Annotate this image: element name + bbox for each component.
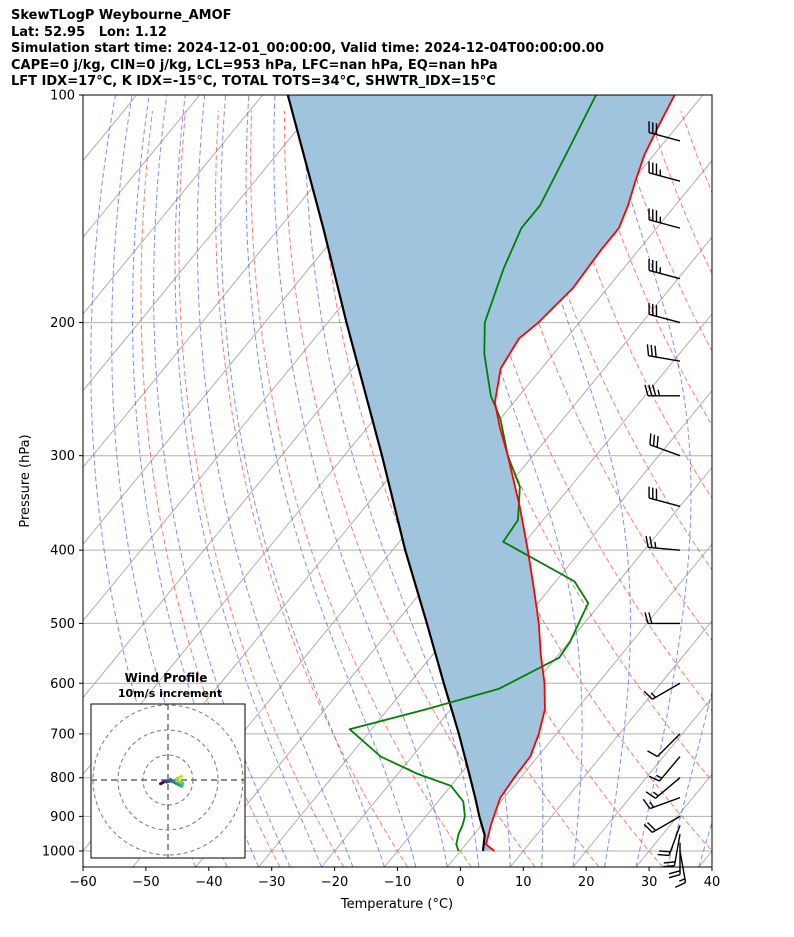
moist-adiabat [273,95,448,867]
dry-adiabat [214,110,409,867]
isotherm-line [83,95,452,545]
isotherm-line [509,620,712,867]
isotherm-line [83,95,389,469]
dry-adiabat [680,110,712,194]
x-tick-label: 10 [515,875,532,890]
y-tick-label: 400 [50,544,75,559]
y-tick-label: 600 [50,677,75,692]
dry-adiabat [178,110,345,867]
wind-barb [648,161,681,182]
dry-adiabat [515,110,712,571]
wind-barb [648,208,681,229]
wind-barb [648,121,681,142]
temperature-profile-line [485,95,676,852]
moist-adiabat [304,95,480,867]
hodograph-title: Wind Profile [125,671,208,685]
hodograph-inset: Wind Profile 10m/s increment [90,671,246,859]
dry-adiabat [284,110,536,867]
wind-barb [645,777,681,799]
chart-title-line-2: Lat: 52.95 Lon: 1.12 [11,25,167,40]
x-tick-label: 30 [641,875,658,890]
chart-title-line-5: LFT IDX=17°C, K IDX=-15°C, TOTAL TOTS=34… [11,74,496,89]
dry-adiabat [140,110,281,867]
x-tick-label: −50 [132,875,159,890]
wind-barb [642,796,681,810]
isotherm-line [83,95,578,699]
x-tick-label: −10 [384,875,411,890]
chart-title-line-3: Simulation start time: 2024-12-01_00:00:… [11,41,604,56]
dry-adiabat [747,111,794,867]
moist-adiabat [666,689,712,867]
dry-adiabat [780,111,794,867]
x-tick-label: −60 [69,875,96,890]
x-tick-label: 40 [704,875,721,890]
x-tick-label: −20 [321,875,348,890]
x-tick-label: −30 [258,875,285,890]
wind-barb [648,756,681,782]
chart-title-line-1: SkewTLogP Weybourne_AMOF [11,8,232,23]
y-tick-label: 100 [50,89,75,104]
moist-adiabat [153,95,291,867]
moist-adiabat [220,95,385,867]
wind-barb [657,825,681,857]
dewpoint-profile-line [348,95,597,852]
isotherm-line [384,466,712,867]
x-tick-label: 20 [578,875,595,890]
moist-adiabat [174,95,322,867]
isotherm-line [83,95,515,622]
wind-barb [648,302,681,324]
moist-adiabat [245,95,417,867]
x-tick-label: −40 [195,875,222,890]
y-tick-label: 300 [50,449,75,464]
isotherm-line [572,696,712,867]
wind-barb [646,344,681,362]
y-tick-label: 1000 [42,844,75,859]
wind-barb [644,612,680,625]
wind-barb [647,733,681,758]
y-tick-label: 900 [50,810,75,825]
moist-adiabat [196,95,354,867]
y-axis-label: Pressure (hPa) [18,434,33,527]
wind-barb [648,259,681,280]
dry-adiabat [250,110,472,867]
dry-adiabat [317,110,600,867]
wind-barb [643,682,681,700]
chart-title-line-4: CAPE=0 j/kg, CIN=0 j/kg, LCL=953 hPa, LF… [11,58,498,73]
cin-shaded-area [287,95,675,851]
hodograph-subtitle: 10m/s increment [118,687,222,700]
moist-adiabat [762,95,794,867]
wind-barb [643,815,681,833]
wind-barb [644,384,680,397]
wind-barb [648,486,681,507]
x-axis-label: Temperature (°C) [340,897,453,912]
isotherm-line [258,313,712,867]
wind-barb [645,536,681,551]
parcel-profile-line [286,95,486,852]
moist-adiabat [730,95,794,867]
y-tick-label: 500 [50,617,75,632]
wind-barb [668,842,681,879]
dry-adiabat [647,110,712,275]
dry-adiabat [449,110,712,712]
isotherm-line [635,773,712,867]
y-tick-label: 700 [50,727,75,742]
moist-adiabat [601,95,692,867]
moist-adiabat [509,95,631,867]
y-tick-label: 200 [50,316,75,331]
wind-barb [649,433,681,457]
moist-adiabat [698,820,712,867]
hodograph-segment [159,781,165,786]
isotherm-line [762,95,794,867]
y-tick-label: 800 [50,771,75,786]
x-tick-label: 0 [456,875,464,890]
dry-adiabat [714,111,794,867]
dry-adiabat [614,110,712,352]
isotherm-line [698,850,712,867]
